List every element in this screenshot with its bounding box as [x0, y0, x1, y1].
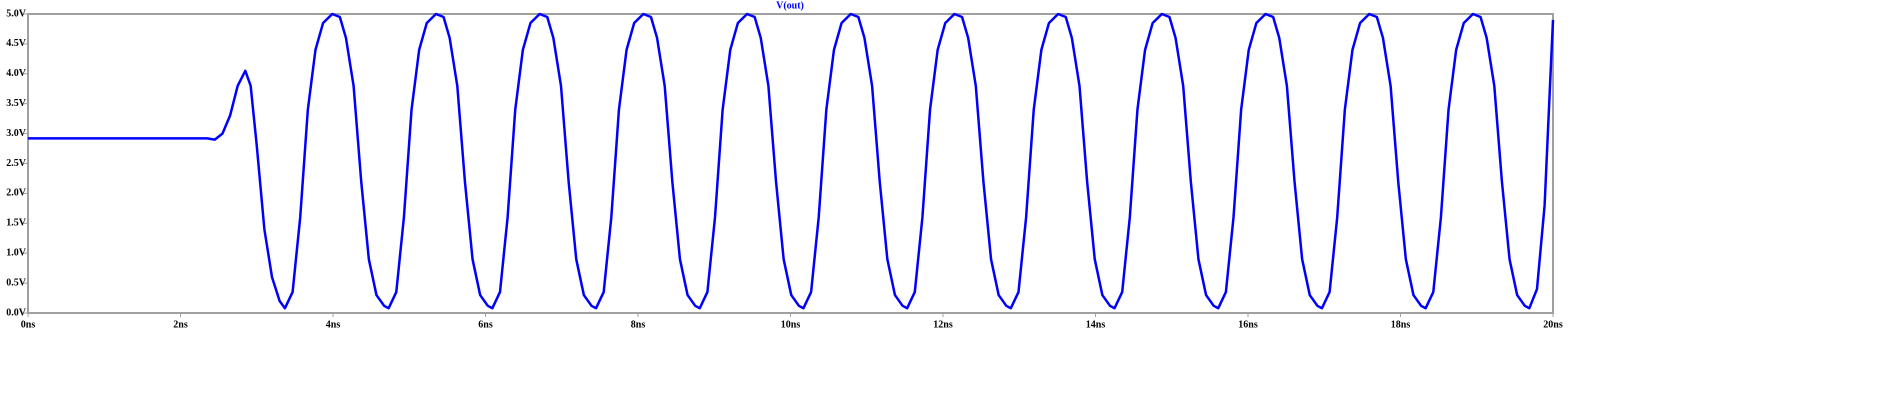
trace: [28, 12, 1555, 310]
y-tick-label: 0.5V: [6, 277, 27, 288]
y-tick-label: 3.5V: [6, 98, 27, 109]
y-tick-label: 4.5V: [6, 38, 27, 49]
x-tick-label: 6ns: [478, 319, 493, 330]
y-tick-label: 4.0V: [6, 68, 27, 79]
x-tick-label: 14ns: [1086, 319, 1106, 330]
x-tick-label: 8ns: [631, 319, 646, 330]
x-tick-label: 16ns: [1238, 319, 1258, 330]
y-tick-label: 2.0V: [6, 188, 27, 199]
y-tick-label: 5.0V: [6, 8, 27, 19]
x-tick-label: 20ns: [1543, 319, 1563, 330]
x-tick-label: 0ns: [21, 319, 36, 330]
x-tick-label: 18ns: [1391, 319, 1411, 330]
trace-label: V(out): [776, 0, 804, 11]
y-tick-label: 1.5V: [6, 218, 27, 229]
x-tick-label: 10ns: [781, 319, 801, 330]
x-tick-label: 2ns: [173, 319, 188, 330]
y-tick-label: 2.5V: [6, 158, 27, 169]
y-tick-label: 1.0V: [6, 247, 27, 258]
x-tick-label: 4ns: [326, 319, 341, 330]
y-tick-label: 0.0V: [6, 307, 27, 318]
y-tick-label: 3.0V: [6, 128, 27, 139]
x-tick-label: 12ns: [933, 319, 953, 330]
